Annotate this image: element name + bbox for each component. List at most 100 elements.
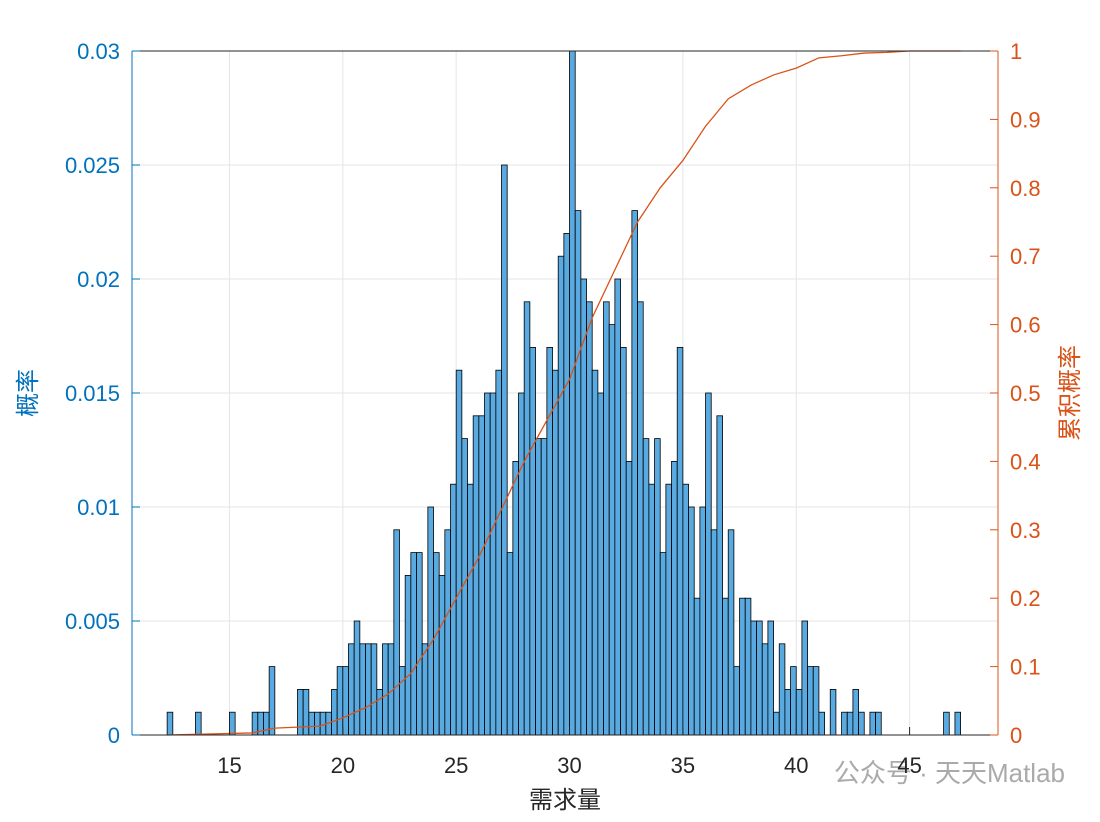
bar [790, 666, 797, 736]
y2-tick-label: 0.4 [1010, 449, 1041, 474]
x-tick-label: 40 [784, 753, 808, 778]
bar [546, 346, 553, 736]
y-tick-label: 0.02 [77, 267, 120, 292]
bar [841, 711, 848, 736]
bar [467, 483, 474, 736]
bar [512, 460, 519, 736]
bar [597, 392, 604, 736]
bar [495, 369, 502, 736]
bar [297, 689, 304, 736]
y2-tick-label: 0.3 [1010, 518, 1041, 543]
bar [557, 255, 565, 736]
y2-tick-label: 1 [1010, 39, 1022, 64]
y2-axis-label: 累积概率 [1056, 345, 1084, 441]
bar [195, 711, 202, 736]
bar [676, 346, 684, 736]
bar [812, 666, 820, 736]
bar [506, 552, 514, 736]
x-tick-label: 30 [557, 753, 581, 778]
bar [268, 666, 276, 736]
bar [801, 620, 808, 736]
bar [744, 597, 752, 736]
x-tick-label: 35 [671, 753, 695, 778]
y-tick-label: 0.005 [65, 609, 120, 634]
bar [671, 460, 678, 736]
y-tick-label: 0.03 [77, 39, 120, 64]
bar [603, 301, 610, 736]
bar [756, 620, 763, 736]
bar [438, 575, 446, 736]
bar [331, 689, 338, 736]
bar [382, 643, 389, 736]
y2-tick-label: 0 [1010, 723, 1022, 748]
y2-tick-label: 0.5 [1010, 381, 1041, 406]
y-tick-label: 0.025 [65, 153, 120, 178]
y2-tick-label: 0.8 [1010, 176, 1041, 201]
bar [563, 232, 570, 736]
bar [654, 438, 661, 736]
y-axis-label: 概率 [14, 369, 42, 417]
bar [659, 552, 667, 736]
bar [642, 438, 650, 736]
bar [410, 552, 417, 736]
bar [472, 415, 480, 736]
bar [444, 529, 451, 736]
bar [761, 643, 769, 736]
bar [625, 460, 633, 736]
bar [637, 301, 644, 736]
bar [818, 711, 825, 736]
bar [540, 438, 548, 736]
bar [489, 392, 497, 736]
x-tick-label: 25 [444, 753, 468, 778]
bar [620, 346, 627, 736]
bar [359, 643, 366, 736]
bar [614, 278, 621, 736]
x-tick-label: 20 [331, 753, 355, 778]
y2-tick-label: 0.1 [1010, 655, 1041, 680]
bar [518, 392, 525, 736]
watermark: 公众号 · 天天Matlab [834, 758, 1065, 788]
y2-tick-label: 0.7 [1010, 244, 1041, 269]
bar [784, 689, 791, 736]
x-axis-label: 需求量 [529, 786, 601, 814]
bar [869, 711, 876, 736]
bar [263, 711, 270, 736]
bar [710, 529, 718, 736]
bar [523, 301, 531, 736]
bar [404, 575, 412, 736]
bar [591, 369, 599, 736]
y2-tick-label: 0.2 [1010, 586, 1041, 611]
bar [393, 529, 400, 736]
bar [722, 597, 729, 736]
bar [716, 415, 723, 736]
bar [739, 597, 746, 736]
y-tick-label: 0 [108, 723, 120, 748]
bar [778, 643, 786, 736]
x-tick-label: 15 [217, 753, 241, 778]
y-tick-label: 0.015 [65, 381, 120, 406]
bar [308, 711, 315, 736]
bar [421, 643, 429, 736]
bar [370, 643, 378, 736]
bar [773, 711, 780, 736]
bar [314, 711, 321, 736]
bar [693, 597, 701, 736]
bar [376, 689, 383, 736]
bar [302, 689, 310, 736]
bar [336, 666, 344, 736]
bar [552, 369, 559, 736]
bar [416, 552, 423, 736]
bar [348, 643, 355, 736]
bar [484, 392, 491, 736]
bar [829, 689, 837, 736]
bar [852, 689, 859, 736]
y2-tick-label: 0.9 [1010, 107, 1041, 132]
bar [875, 711, 882, 736]
bar [342, 666, 349, 736]
bar [455, 369, 463, 736]
bar [665, 483, 672, 736]
x-tick-label: 45 [897, 753, 921, 778]
bar [574, 210, 582, 736]
y-tick-label: 0.01 [77, 495, 120, 520]
